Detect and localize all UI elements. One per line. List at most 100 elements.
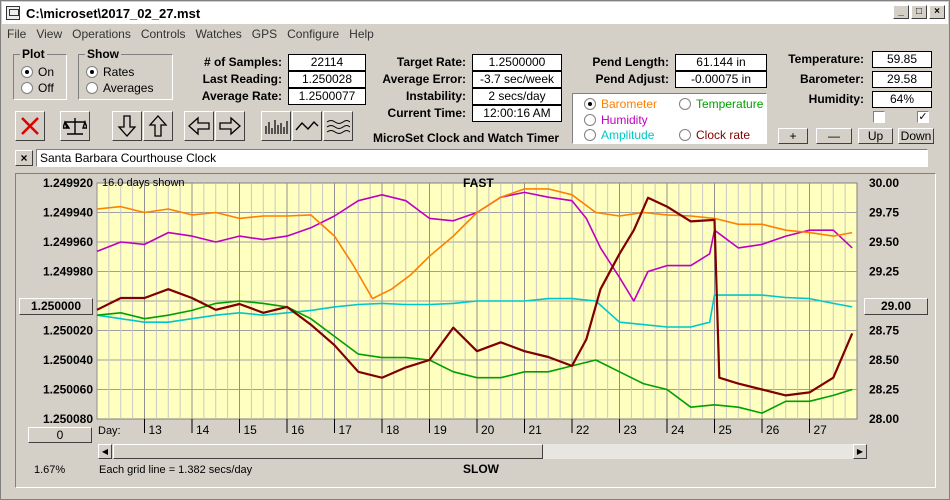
checkbox-2[interactable]: ✓	[917, 111, 929, 123]
arrow-down-icon	[117, 115, 137, 137]
series-temperature-line	[96, 300, 853, 414]
aux-clockrate-radio[interactable]: Clock rate	[679, 128, 750, 142]
day-label: 16	[291, 423, 305, 437]
aux-humidity-radio[interactable]: Humidity	[584, 113, 648, 127]
aux-humidity-label: Humidity	[601, 113, 648, 127]
window-title: C:\microset\2017_02_27.mst	[26, 5, 201, 21]
day-label: 20	[481, 423, 495, 437]
rate-chart: 1.249920 1.249940 1.249960 1.249980 1.250020…	[43, 176, 899, 437]
aux-series-box	[572, 93, 767, 144]
clock-name-input[interactable]: Santa Barbara Courthouse Clock	[36, 149, 928, 167]
menu-file[interactable]: File	[7, 27, 27, 41]
average-error-value: -3.7 sec/week	[472, 71, 562, 88]
line-view-button[interactable]	[292, 111, 322, 141]
current-time-value: 12:00:16 AM	[472, 105, 562, 122]
humidity-value: 64%	[872, 91, 932, 108]
aux-plus-button[interactable]: +	[778, 128, 808, 144]
day-label: 14	[196, 423, 210, 437]
aux-barometer-label: Barometer	[601, 97, 658, 111]
day-label: 15	[244, 423, 258, 437]
scroll-right-button[interactable]: ▶	[853, 444, 867, 459]
left-tick-label: 1.250080	[43, 412, 93, 426]
average-rate-label: Average Rate:	[201, 89, 282, 103]
show-rates-radio[interactable]: Rates	[86, 65, 134, 79]
arrow-right-button[interactable]	[215, 111, 245, 141]
instability-value: 2 secs/day	[472, 88, 562, 105]
pend-length-label: Pend Length:	[592, 55, 669, 69]
center-aux-button[interactable]: 29.00	[864, 298, 928, 315]
show-group: Show	[78, 47, 173, 100]
menu-watches[interactable]: Watches	[195, 27, 242, 41]
temperature-label: Temperature:	[788, 52, 864, 66]
aux-amplitude-radio[interactable]: Amplitude	[584, 128, 654, 142]
clear-name-button[interactable]: ×	[15, 150, 33, 166]
target-rate-label: Target Rate:	[396, 55, 466, 69]
aux-minus-button[interactable]: —	[816, 128, 852, 144]
zoom-percent: 1.67%	[34, 464, 66, 476]
left-tick-label: 1.250040	[43, 353, 93, 367]
arrow-up-button[interactable]	[143, 111, 173, 141]
series-barometer-line	[96, 188, 853, 300]
samples-label: # of Samples:	[203, 55, 282, 69]
app-caption: MicroSet Clock and Watch Timer	[373, 131, 560, 145]
plot-on-radio[interactable]: On	[21, 65, 54, 79]
right-tick-label: 29.50	[869, 235, 899, 249]
humidity-label: Humidity:	[808, 92, 864, 106]
center-rate-button[interactable]: 1.250000	[19, 298, 93, 315]
aux-clockrate-label: Clock rate	[696, 128, 751, 142]
arrow-down-button[interactable]	[112, 111, 142, 141]
last-reading-label: Last Reading:	[202, 72, 282, 86]
right-tick-label: 30.00	[869, 176, 899, 190]
aux-barometer-radio[interactable]: Barometer	[584, 97, 657, 111]
radio-empty-icon	[679, 129, 691, 141]
menu-gps[interactable]: GPS	[251, 27, 278, 41]
left-tick-label: 1.249940	[43, 206, 93, 220]
day-prefix-label: Day:	[98, 425, 121, 437]
average-rate-value: 1.2500077	[288, 88, 366, 105]
menu-operations[interactable]: Operations	[72, 27, 131, 41]
aux-up-button[interactable]: Up	[858, 128, 893, 144]
bar-graph-icon	[265, 120, 288, 134]
day-label: 22	[576, 423, 590, 437]
radio-empty-icon	[584, 129, 596, 141]
right-tick-label: 29.75	[869, 206, 899, 220]
show-rates-label: Rates	[103, 65, 135, 79]
checkbox-1[interactable]	[873, 111, 885, 123]
radio-selected-icon	[21, 66, 33, 78]
wave-view-button[interactable]	[323, 111, 353, 141]
bars-view-button[interactable]	[261, 111, 291, 141]
balance-button[interactable]	[60, 111, 90, 141]
day-label: 17	[339, 423, 353, 437]
plot-off-radio[interactable]: Off	[21, 81, 54, 95]
maximize-button[interactable]: □	[911, 5, 927, 19]
arrow-right-icon	[219, 116, 241, 136]
aux-amplitude-label: Amplitude	[601, 128, 655, 142]
menu-controls[interactable]: Controls	[140, 27, 186, 41]
pend-adjust-label: Pend Adjust:	[595, 72, 669, 86]
menu-configure[interactable]: Configure	[287, 27, 340, 41]
menu-view[interactable]: View	[36, 27, 63, 41]
title-bar: C:\microset\2017_02_27.mst _ □ ×	[2, 2, 948, 24]
day-label: 19	[434, 423, 448, 437]
grid-note: Each grid line = 1.382 secs/day	[99, 464, 253, 476]
zero-button[interactable]: 0	[28, 427, 92, 443]
arrow-up-icon	[148, 115, 168, 137]
radio-empty-icon	[584, 114, 596, 126]
menu-help[interactable]: Help	[349, 27, 374, 41]
minimize-button[interactable]: _	[893, 5, 909, 19]
arrow-left-button[interactable]	[184, 111, 214, 141]
day-label: 13	[149, 423, 163, 437]
last-reading-value: 1.250028	[288, 71, 366, 88]
show-averages-radio[interactable]: Averages	[86, 81, 153, 95]
radio-empty-icon	[679, 98, 691, 110]
scroll-thumb[interactable]	[113, 444, 543, 459]
barometer-label: Barometer:	[799, 72, 864, 86]
close-button[interactable]: ×	[929, 5, 945, 19]
aux-temperature-radio[interactable]: Temperature	[679, 97, 763, 111]
app-icon[interactable]	[6, 6, 20, 20]
delete-button[interactable]	[15, 111, 45, 141]
aux-down-button[interactable]: Down	[898, 128, 934, 144]
samples-value: 22114	[288, 54, 366, 71]
left-tick-label: 1.250060	[43, 383, 93, 397]
scroll-left-button[interactable]: ◀	[98, 444, 112, 459]
